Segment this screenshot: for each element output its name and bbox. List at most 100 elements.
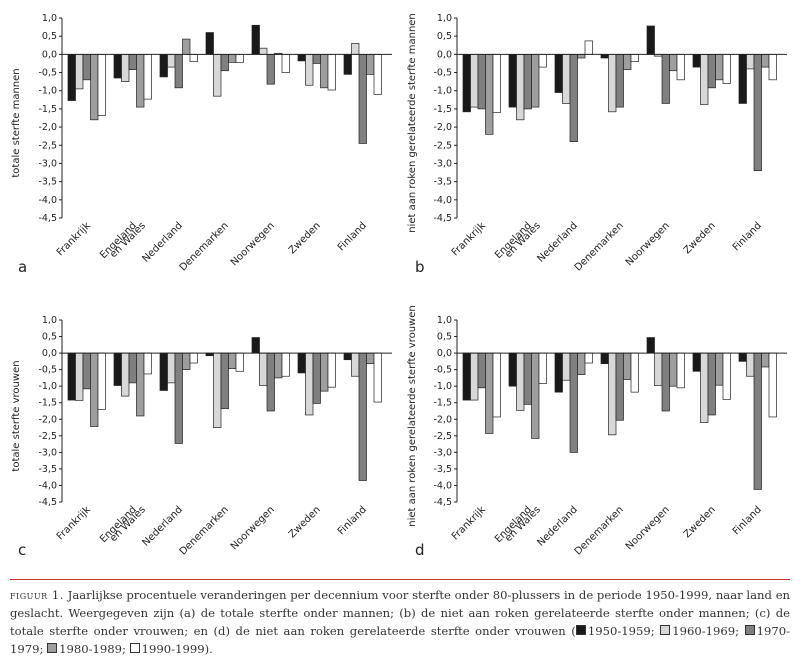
category-label: Finland [336,504,369,537]
bar [584,40,593,55]
y-tick-label: -1,0 [38,381,57,392]
bar [768,352,777,418]
bar [577,352,586,375]
bar [136,352,145,417]
bar [274,352,283,379]
y-tick-label: 1,0 [437,315,452,326]
y-tick-label: -2,5 [433,431,452,442]
bar [90,352,99,427]
y-tick-label: -3,0 [433,158,452,169]
bar [761,352,770,368]
bar [569,54,578,142]
panel-label: a [18,258,27,276]
bar [584,352,593,364]
y-tick-label: 0,5 [42,332,57,343]
category-label: Nederland [140,220,184,264]
legend-label: 1950-1959 [587,624,651,638]
category-label: Nederland [535,504,579,548]
category-label: Engeland [493,504,534,545]
y-tick-label: -4,0 [433,480,452,491]
bar [676,352,685,389]
legend-label: 1980-1989 [59,642,123,656]
y-tick-label: -1,0 [433,86,452,97]
bar [373,54,382,95]
bar [75,54,84,90]
y-tick-label: 0,0 [437,348,452,359]
y-tick-label: -3,5 [38,464,57,475]
y-tick-label: -2,0 [38,414,57,425]
y-tick-label: -4,5 [433,497,452,508]
bar [646,25,655,55]
y-tick-label: -2,5 [38,431,57,442]
bar [113,54,122,79]
y-tick-label: 0,5 [437,31,452,42]
category-label: en Wales [108,504,148,544]
bar [228,352,237,369]
bar [692,352,701,372]
bar [722,54,731,84]
caption-closing: ). [204,642,213,656]
bar [351,352,360,377]
bar [746,352,755,377]
legend-entry: 1990-1999 [129,642,205,656]
y-tick-label: -3,5 [433,177,452,188]
y-tick-label: -4,5 [38,213,57,224]
category-label: Engeland [493,220,534,261]
y-tick-label: -1,0 [38,86,57,97]
legend-swatch [575,625,586,635]
bar [462,352,471,401]
legend-entry: 1980-1989; [47,642,130,656]
category-label: Nederland [140,504,184,548]
bar [715,54,724,81]
bar [312,54,321,64]
bar [700,352,709,423]
legend-label: 1960-1969 [672,624,736,638]
bar [485,352,494,434]
legend-label: 1990-1999 [141,642,205,656]
bar [90,54,99,121]
bar [366,352,375,365]
y-tick-label: -0,5 [433,68,452,79]
y-tick-label: -1,5 [38,398,57,409]
bar [358,352,367,481]
bar [608,352,617,436]
bar [761,54,770,68]
panel-label: c [18,541,26,559]
category-label: Denemarken [573,504,626,557]
bar-group [462,25,777,172]
caption-legend: 1950-1959; 1960-1969; 1970-1979; 1980-19… [10,624,790,656]
bar [182,352,191,370]
bar [373,352,382,403]
bar [523,352,532,405]
bar [554,54,563,93]
category-label: Zweden [682,504,718,540]
bar [327,352,336,388]
bar [82,352,91,390]
bar [220,352,229,410]
y-tick-label: -2,0 [433,414,452,425]
bar [707,54,716,89]
category-label: Frankrijk [450,220,488,258]
category-label: Nederland [535,220,579,264]
bar [259,352,268,386]
caption-divider [10,579,790,580]
y-axis-title: niet aan roken gerelateerde sterfte mann… [407,13,418,233]
y-tick-label: -3,0 [38,447,57,458]
y-tick-label: 0,5 [437,332,452,343]
bar [608,54,617,113]
bar [753,352,762,490]
bar [753,54,762,172]
bar [266,352,275,412]
bar [297,54,306,62]
bar [259,47,268,55]
bar [189,352,198,364]
bar [654,54,663,57]
y-tick-label: -3,5 [433,464,452,475]
bar [251,24,260,55]
category-label: Zweden [287,220,323,256]
bar [508,352,517,387]
bar [615,352,624,421]
bar [75,352,84,401]
bar [205,352,214,357]
